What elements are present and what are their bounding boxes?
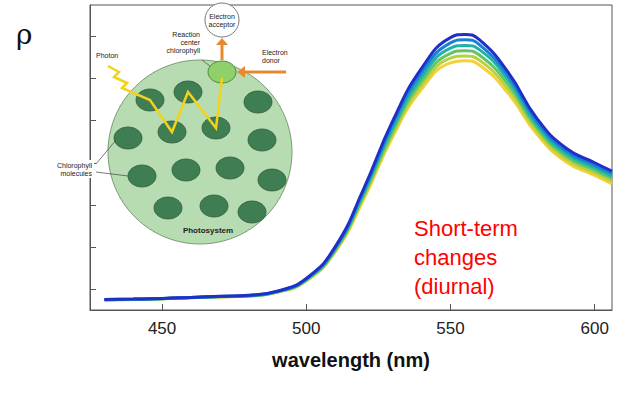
svg-text:wavelength (nm): wavelength (nm) [271, 349, 430, 371]
svg-text:donor: donor [262, 57, 281, 64]
svg-text:Photosystem: Photosystem [183, 226, 233, 235]
svg-text:600: 600 [581, 319, 609, 338]
svg-text:Chlorophyll: Chlorophyll [57, 162, 92, 170]
svg-text:changes: changes [414, 245, 497, 270]
svg-text:500: 500 [292, 319, 320, 338]
svg-text:(diurnal): (diurnal) [414, 274, 495, 299]
svg-text:Short-term: Short-term [414, 216, 518, 241]
svg-text:ρ: ρ [16, 18, 32, 51]
svg-text:chlorophyll: chlorophyll [167, 47, 201, 55]
svg-text:molecules: molecules [60, 170, 92, 177]
svg-text:Photon: Photon [96, 52, 118, 59]
svg-text:550: 550 [436, 319, 464, 338]
svg-text:Electron: Electron [209, 13, 235, 20]
svg-text:acceptor: acceptor [209, 21, 237, 29]
svg-text:Electron: Electron [262, 49, 288, 56]
svg-text:center: center [181, 39, 201, 46]
svg-text:450: 450 [148, 319, 176, 338]
svg-text:Reaction: Reaction [172, 31, 200, 38]
